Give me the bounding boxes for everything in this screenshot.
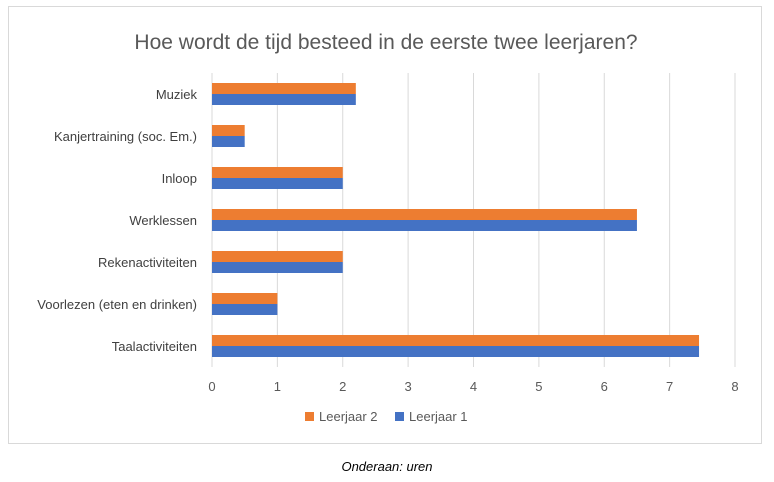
x-tick-label: 2 (339, 379, 346, 394)
x-tick-labels: 0 1 2 3 4 5 6 7 8 (208, 379, 738, 394)
bar-leerjaar-2 (212, 125, 245, 136)
legend-label: Leerjaar 1 (409, 409, 468, 424)
bar-leerjaar-2 (212, 83, 356, 94)
x-tick-label: 4 (470, 379, 477, 394)
bar-leerjaar-2 (212, 251, 343, 262)
x-tick-label: 8 (731, 379, 738, 394)
x-tick-label: 5 (535, 379, 542, 394)
category-label: Werklessen (129, 213, 197, 228)
bar-leerjaar-1 (212, 220, 637, 231)
bar-leerjaar-1 (212, 94, 356, 105)
bar-leerjaar-1 (212, 304, 278, 315)
category-label: Kanjertraining (soc. Em.) (54, 129, 197, 144)
x-tick-label: 6 (601, 379, 608, 394)
category-labels: Muziek Kanjertraining (soc. Em.) Inloop Wer… (37, 87, 197, 354)
x-tick-label: 1 (274, 379, 281, 394)
legend-label: Leerjaar 2 (319, 409, 378, 424)
bar-leerjaar-2 (212, 335, 700, 346)
bar-chart: Hoe wordt de tijd besteed in de eerste t… (37, 31, 738, 424)
x-tick-label: 7 (666, 379, 673, 394)
bar-leerjaar-1 (212, 346, 700, 357)
bar-leerjaar-2 (212, 209, 637, 220)
category-label: Muziek (156, 87, 198, 102)
bar-leerjaar-2 (212, 293, 278, 304)
chart-title: Hoe wordt de tijd besteed in de eerste t… (134, 31, 637, 54)
category-label: Inloop (162, 171, 197, 186)
bars (212, 83, 700, 357)
bar-leerjaar-1 (212, 136, 245, 147)
x-tick-label: 0 (208, 379, 215, 394)
legend: Leerjaar 2 Leerjaar 1 (305, 409, 468, 424)
bar-leerjaar-1 (212, 178, 343, 189)
legend-swatch (305, 412, 314, 421)
category-label: Voorlezen (eten en drinken) (37, 297, 197, 312)
chart-caption: Onderaan: uren (341, 459, 433, 474)
bar-leerjaar-2 (212, 167, 343, 178)
x-tick-label: 3 (405, 379, 412, 394)
category-label: Taalactiviteiten (112, 339, 197, 354)
category-label: Rekenactiviteiten (98, 255, 197, 270)
chart-frame: Hoe wordt de tijd besteed in de eerste t… (8, 6, 762, 444)
bar-leerjaar-1 (212, 262, 343, 273)
legend-swatch (395, 412, 404, 421)
